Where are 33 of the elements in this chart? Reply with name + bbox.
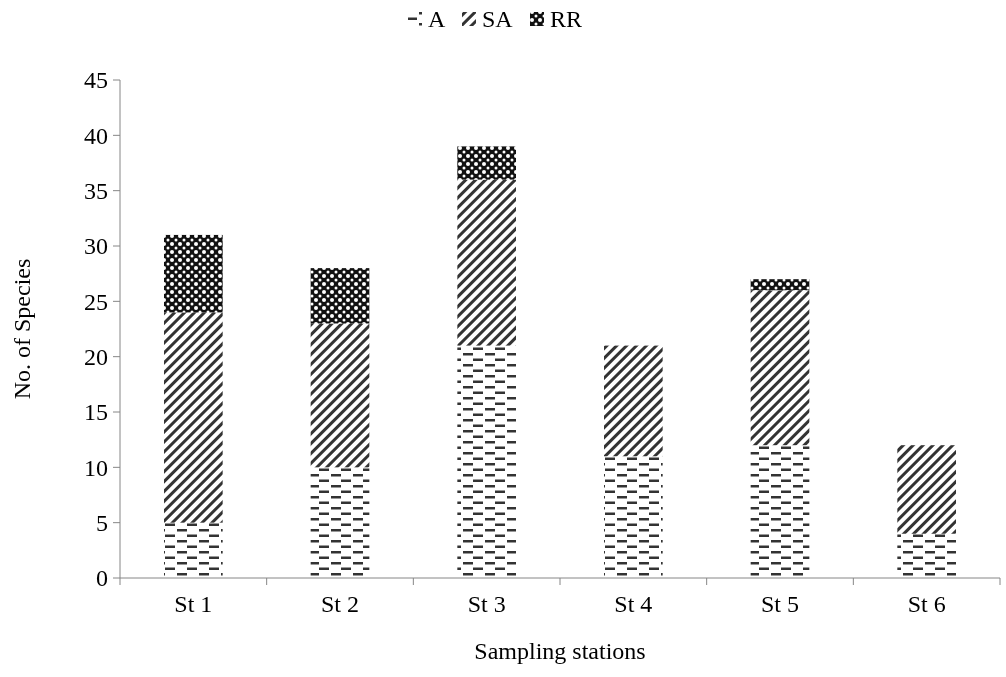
legend-label: A (428, 6, 446, 33)
y-tick-label: 0 (96, 565, 108, 592)
bar (750, 279, 810, 291)
y-tick-label: 45 (84, 67, 108, 94)
x-tick-label: St 2 (320, 591, 360, 617)
bar (457, 146, 516, 180)
y-tick-label: 10 (84, 454, 108, 481)
bar (750, 290, 810, 446)
bar (164, 234, 223, 313)
bar (310, 268, 370, 324)
bar (164, 312, 223, 523)
bar (897, 445, 956, 534)
y-tick-label: 25 (84, 288, 108, 315)
bar (164, 522, 223, 578)
y-axis-title: No. of Species (9, 258, 35, 400)
y-tick-label: 15 (84, 399, 108, 426)
legend-label: SA (482, 6, 514, 33)
y-tick-label: 30 (84, 233, 108, 260)
bar (604, 456, 663, 578)
x-tick-label: St 4 (614, 591, 653, 617)
y-tick-label: 5 (96, 510, 108, 537)
x-tick-label: St 3 (467, 591, 506, 617)
bar (604, 345, 663, 457)
bar (457, 179, 516, 346)
legend-label: RR (550, 6, 583, 33)
x-tick-label: St 6 (907, 591, 946, 617)
bar (310, 323, 370, 468)
x-tick-label: St 5 (760, 591, 800, 617)
y-tick-label: 35 (84, 178, 108, 205)
y-tick-label: 40 (84, 122, 108, 149)
x-axis-title: Sampling stations (474, 638, 646, 664)
y-tick-label: 20 (84, 344, 108, 371)
x-tick-label: St 1 (174, 591, 213, 617)
